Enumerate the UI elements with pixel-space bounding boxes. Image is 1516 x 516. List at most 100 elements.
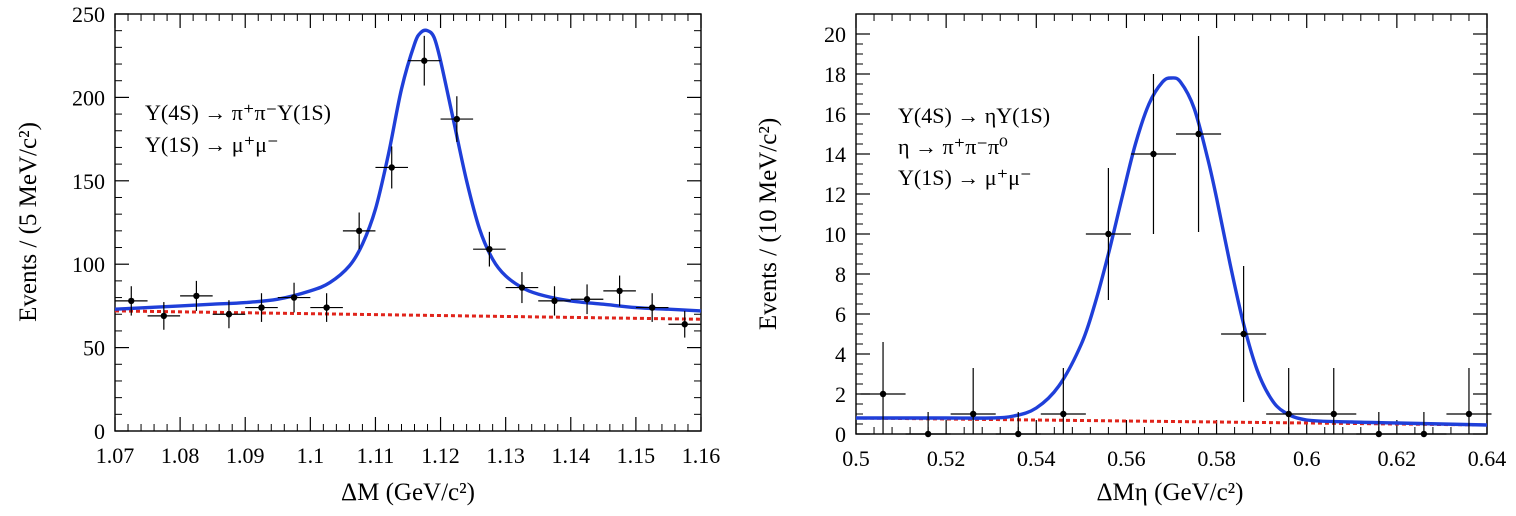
x-tick-label-left: 1.08 — [161, 443, 200, 468]
annotation-right-line1: Υ(4S) → ηΥ(1S) — [898, 103, 1050, 128]
x-tick-label-left: 1.13 — [486, 443, 525, 468]
x-tick-label-left: 1.07 — [96, 443, 135, 468]
x-tick-label-right: 0.52 — [927, 446, 966, 471]
y-tick-label-left: 150 — [72, 169, 105, 194]
x-tick-label-left: 1.16 — [682, 443, 721, 468]
background-line-left — [114, 309, 702, 321]
data-point-left — [408, 35, 441, 86]
y-ticks-left: 0 50 100 150 200 250 — [72, 2, 701, 444]
data-marker — [1195, 130, 1202, 138]
data-marker — [323, 304, 330, 311]
data-marker — [1375, 430, 1383, 438]
data-point-left — [342, 212, 376, 250]
x-tick-label-left: 1.15 — [617, 443, 656, 468]
data-points-right — [860, 36, 1492, 438]
data-marker — [1060, 410, 1067, 418]
x-tick-label-right: 0.6 — [1293, 446, 1321, 471]
data-marker — [290, 294, 298, 301]
data-point-right — [995, 412, 1041, 438]
y-tick-label-left: 250 — [72, 2, 105, 27]
data-point-left — [212, 300, 246, 329]
data-point-right — [1221, 266, 1267, 402]
x-axis-label-left: ΔM (GeV/c²) — [341, 479, 475, 506]
data-marker — [681, 321, 688, 328]
data-marker — [1285, 410, 1292, 418]
x-tick-label-right: 0.62 — [1378, 446, 1417, 471]
x-tick-label-left: 1.14 — [552, 443, 591, 468]
annotation-right-line2: η → π⁺π⁻π⁰ — [898, 134, 1008, 159]
data-point-right — [1266, 368, 1312, 434]
data-point-left — [538, 286, 571, 316]
y-tick-label-right: 18 — [824, 62, 846, 87]
data-marker — [486, 245, 493, 253]
y-tick-label-left: 200 — [72, 85, 105, 110]
x-tick-label-right: 0.58 — [1197, 446, 1236, 471]
data-marker — [453, 115, 461, 123]
data-point-left — [570, 284, 604, 315]
data-marker — [1330, 410, 1337, 418]
data-point-right — [1176, 36, 1222, 232]
data-point-left — [147, 302, 181, 330]
x-tick-label-right: 0.54 — [1017, 446, 1056, 471]
data-marker — [616, 287, 623, 295]
fit-curve-right — [856, 76, 1488, 427]
data-point-right — [905, 412, 951, 438]
y-tick-label-left: 0 — [94, 419, 105, 444]
data-point-left — [473, 231, 506, 267]
data-point-left — [505, 272, 539, 304]
data-point-right — [1401, 412, 1447, 438]
data-points-left — [115, 35, 701, 338]
data-point-right — [950, 368, 996, 434]
y-axis-label-right: Events / (10 MeV/c²) — [755, 118, 782, 330]
data-point-left — [375, 146, 408, 189]
y-tick-label-right: 14 — [824, 142, 846, 167]
data-point-right — [1311, 368, 1357, 434]
data-point-right — [1356, 412, 1402, 438]
y-tick-label-right: 20 — [824, 22, 846, 47]
data-marker — [1105, 230, 1112, 238]
data-marker — [518, 284, 526, 291]
y-tick-label-right: 10 — [824, 222, 846, 247]
x-tick-label-left: 1.11 — [357, 443, 395, 468]
data-marker — [225, 311, 233, 318]
data-point-left — [635, 293, 669, 322]
y-axis-label-left: Events / (5 MeV/c²) — [15, 122, 42, 322]
data-point-left — [245, 293, 278, 322]
y-tick-label-right: 16 — [824, 102, 846, 127]
data-point-left — [668, 310, 701, 338]
y-tick-label-left: 50 — [83, 336, 105, 361]
y-tick-label-left: 100 — [72, 252, 105, 277]
data-marker — [128, 297, 135, 305]
data-marker — [388, 164, 395, 171]
x-tick-label-right: 0.64 — [1468, 446, 1507, 471]
fit-curve-left — [114, 28, 702, 313]
data-marker — [1240, 330, 1247, 338]
data-marker — [924, 430, 932, 438]
data-marker — [355, 227, 363, 235]
data-point-left — [440, 96, 474, 142]
annotation-left-line1: Υ(4S) → π⁺π⁻Υ(1S) — [145, 100, 331, 125]
x-tick-label-left: 1.1 — [297, 443, 325, 468]
data-point-left — [180, 280, 213, 311]
data-point-right — [1130, 74, 1177, 234]
x-tick-label-right: 0.56 — [1107, 446, 1146, 471]
y-tick-label-right: 4 — [835, 342, 846, 367]
data-point-right — [1040, 368, 1086, 434]
data-marker — [879, 390, 887, 398]
data-point-left — [277, 282, 311, 313]
data-point-left — [603, 275, 636, 307]
data-point-left — [115, 286, 148, 316]
data-marker — [1465, 410, 1473, 418]
data-marker — [551, 297, 558, 305]
data-marker — [1015, 430, 1022, 438]
x-ticks-left: 1.07 1.08 1.09 1.1 1.11 1.12 1.13 1.14 1.15 1.16 — [96, 14, 721, 468]
data-point-right — [1085, 168, 1131, 300]
y-tick-label-right: 2 — [835, 382, 846, 407]
data-point-left — [310, 293, 343, 322]
data-marker — [1420, 430, 1428, 438]
y-tick-label-right: 12 — [824, 182, 846, 207]
data-marker — [160, 312, 168, 320]
y-tick-label-right: 8 — [835, 262, 846, 287]
y-tick-label-right: 0 — [835, 422, 846, 447]
